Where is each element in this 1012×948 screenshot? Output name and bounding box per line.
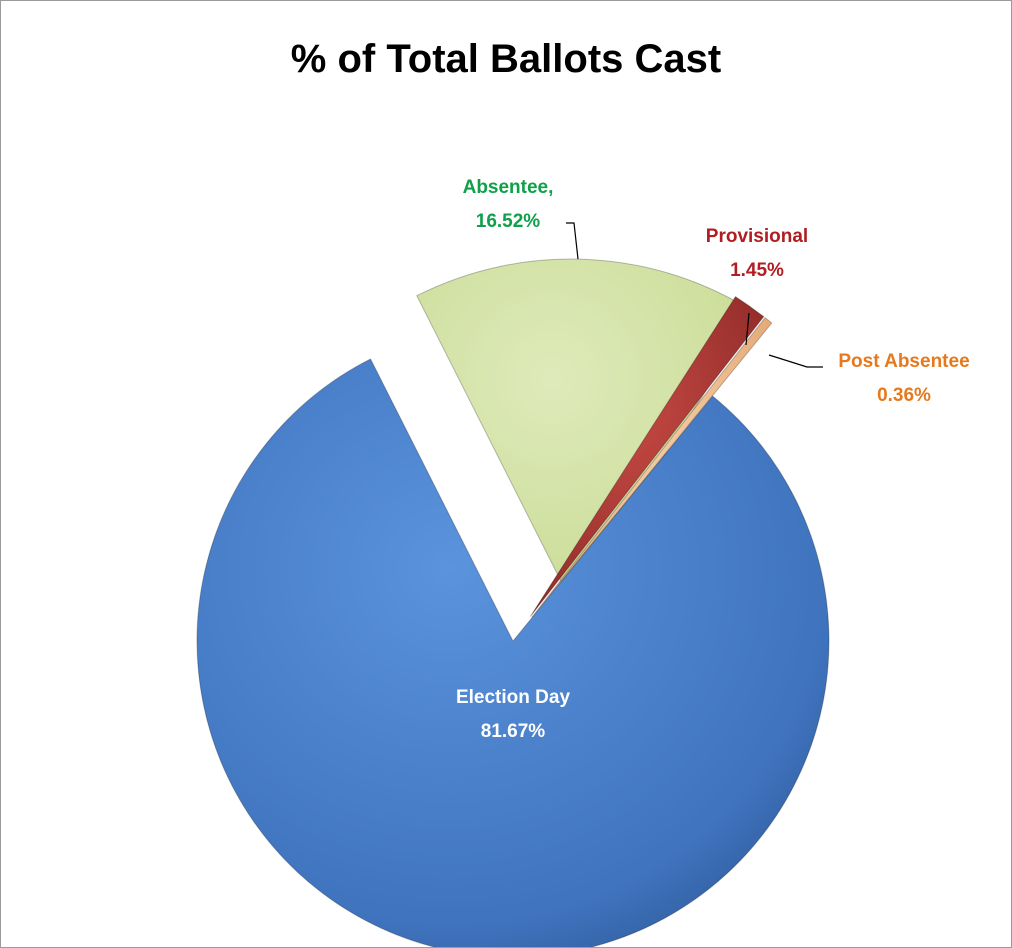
pie-slice-post-absentee <box>531 316 773 618</box>
data-label-provisional-line-2: 1.45% <box>730 260 784 281</box>
data-label-post-absentee-line-1: Post Absentee <box>838 351 969 372</box>
data-label-absentee-line-2: 16.52% <box>476 211 541 232</box>
data-label-election-day: Election Day 81.67% <box>456 687 570 742</box>
leader-line-absentee <box>566 222 579 260</box>
data-label-provisional-line-1: Provisional <box>706 226 808 247</box>
leader-line-post-absentee <box>768 354 823 368</box>
pie-slice-election-day <box>196 358 830 947</box>
leader-line-provisional <box>745 312 750 346</box>
chart-title: % of Total Ballots Cast <box>290 37 722 81</box>
data-label-post-absentee-line-2: 0.36% <box>877 385 931 406</box>
data-label-post-absentee: Post Absentee 0.36% <box>838 351 969 406</box>
data-label-absentee: Absentee, 16.52% <box>463 177 554 232</box>
data-label-absentee-line-1: Absentee, <box>463 177 554 198</box>
data-label-election-day-line-1: Election Day <box>456 687 570 708</box>
data-label-election-day-line-2: 81.67% <box>481 721 546 742</box>
data-label-provisional: Provisional 1.45% <box>706 226 808 281</box>
pie-slice-provisional <box>529 295 765 617</box>
pie-slice-absentee <box>416 258 757 603</box>
